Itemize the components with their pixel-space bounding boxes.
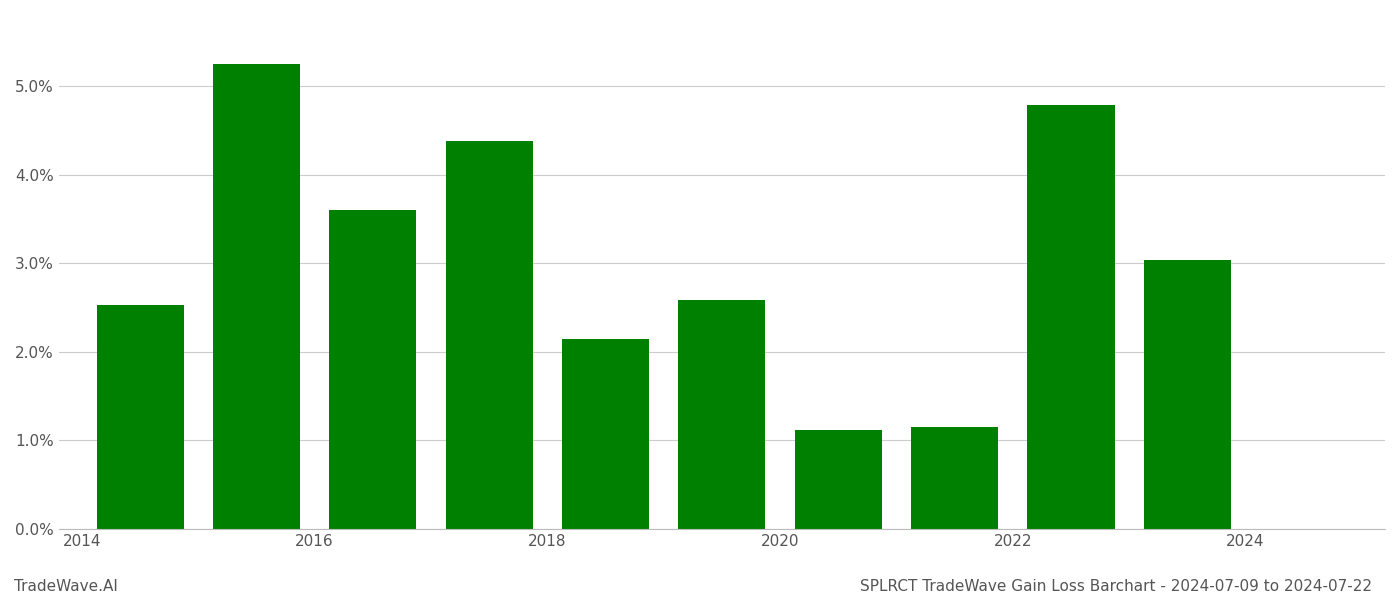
Bar	[678, 301, 766, 529]
Text: TradeWave.AI: TradeWave.AI	[14, 579, 118, 594]
Bar	[795, 430, 882, 529]
Bar	[97, 305, 183, 529]
Bar	[911, 427, 998, 529]
Bar	[213, 64, 300, 529]
Bar	[329, 210, 416, 529]
Text: SPLRCT TradeWave Gain Loss Barchart - 2024-07-09 to 2024-07-22: SPLRCT TradeWave Gain Loss Barchart - 20…	[860, 579, 1372, 594]
Bar	[1028, 106, 1114, 529]
Bar	[1144, 260, 1231, 529]
Bar	[445, 141, 533, 529]
Bar	[561, 338, 650, 529]
